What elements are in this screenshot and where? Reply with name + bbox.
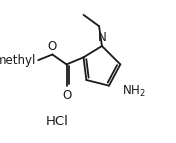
Text: O: O [62,89,71,102]
Text: NH$_2$: NH$_2$ [122,84,146,99]
Text: HCl: HCl [45,115,68,128]
Text: O: O [47,40,56,53]
Text: methyl: methyl [0,54,36,67]
Text: N: N [98,31,107,44]
